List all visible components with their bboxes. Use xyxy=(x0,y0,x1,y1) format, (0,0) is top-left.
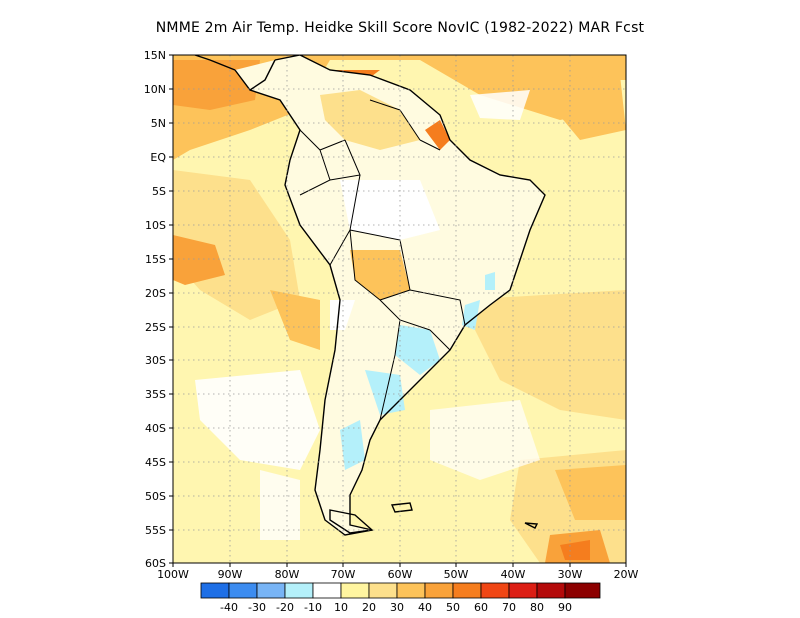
colorbar-swatch xyxy=(424,582,454,599)
lat-label: 35S xyxy=(145,388,166,401)
colorbar-label: 50 xyxy=(446,601,460,614)
lat-label: 10N xyxy=(144,83,166,96)
plot-area xyxy=(173,55,626,563)
central-america-coast xyxy=(194,55,276,91)
colorbar-label: -30 xyxy=(248,601,266,614)
colorbar-label: 20 xyxy=(362,601,376,614)
colorbar-swatch xyxy=(480,582,510,599)
lat-label: 5S xyxy=(152,185,166,198)
colorbar-swatch xyxy=(564,582,601,599)
colorbar-swatch xyxy=(312,582,342,599)
colorbar-label: -40 xyxy=(220,601,238,614)
lon-label: 70W xyxy=(331,568,356,581)
lat-label: 45S xyxy=(145,456,166,469)
colorbar-label: 90 xyxy=(558,601,572,614)
colorbar-swatch xyxy=(452,582,482,599)
lat-label: 5N xyxy=(151,117,166,130)
lon-label: 80W xyxy=(275,568,300,581)
colorbar-labels: -40 -30 -20 -10 10 20 30 40 50 60 70 80 … xyxy=(220,601,572,614)
lat-label: 10S xyxy=(145,219,166,232)
positive-skill-regions xyxy=(173,55,626,563)
colorbar-label: 30 xyxy=(390,601,404,614)
lat-label: EQ xyxy=(150,151,166,164)
lon-label: 40W xyxy=(501,568,526,581)
lon-label: 90W xyxy=(218,568,243,581)
colorbar-swatch xyxy=(256,582,286,599)
lat-label: 40S xyxy=(145,422,166,435)
lat-label: 55S xyxy=(145,524,166,537)
colorbar-swatch xyxy=(536,582,566,599)
longitude-axis: 100W 90W 80W 70W 60W 50W 40W 30W 20W xyxy=(157,563,639,581)
colorbar-swatch xyxy=(508,582,538,599)
lat-label: 25S xyxy=(145,321,166,334)
lat-label: 50S xyxy=(145,490,166,503)
colorbar-swatch xyxy=(340,582,370,599)
near-zero-regions xyxy=(195,90,540,540)
south-georgia xyxy=(524,522,539,529)
lon-label: 30W xyxy=(558,568,583,581)
colorbar-swatch xyxy=(200,582,230,599)
gridlines xyxy=(173,55,626,563)
latitude-axis: 15N 10N 5N EQ 5S 10S 15S 20S 25S 30S 35S… xyxy=(144,49,173,570)
colorbar-label: -10 xyxy=(304,601,322,614)
colorbar-label: 40 xyxy=(418,601,432,614)
colorbar-label: 10 xyxy=(334,601,348,614)
lat-label: 60S xyxy=(145,557,166,570)
lon-label: 60W xyxy=(388,568,413,581)
lat-label: 30S xyxy=(145,354,166,367)
colorbar xyxy=(200,582,601,599)
colorbar-label: 80 xyxy=(530,601,544,614)
colorbar-swatch xyxy=(368,582,398,599)
lon-label: 100W xyxy=(157,568,189,581)
lon-label: 50W xyxy=(444,568,469,581)
lat-label: 15N xyxy=(144,49,166,62)
colorbar-swatch xyxy=(228,582,258,599)
colorbar-label: -20 xyxy=(276,601,294,614)
map-title: NMME 2m Air Temp. Heidke Skill Score Nov… xyxy=(155,20,645,36)
colorbar-label: 70 xyxy=(502,601,516,614)
colorbar-label: 60 xyxy=(474,601,488,614)
tierra-del-fuego xyxy=(329,509,374,534)
lat-label: 15S xyxy=(145,253,166,266)
falkland-islands xyxy=(390,502,413,513)
lon-label: 20W xyxy=(614,568,639,581)
lat-label: 20S xyxy=(145,287,166,300)
south-america-continent xyxy=(235,55,545,535)
colorbar-swatch xyxy=(396,582,426,599)
coastline xyxy=(234,55,546,536)
colorbar-swatch xyxy=(284,582,314,599)
